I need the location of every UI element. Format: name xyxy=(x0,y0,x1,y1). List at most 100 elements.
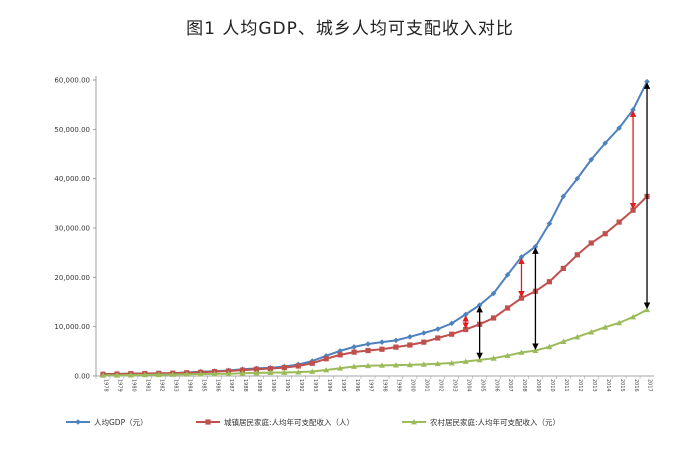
x-tick-label: 1995 xyxy=(340,379,346,392)
series-line xyxy=(102,195,648,376)
x-tick-label: 1994 xyxy=(326,379,332,392)
data-point xyxy=(392,362,399,368)
x-tick-label: 1979 xyxy=(117,379,123,392)
data-point xyxy=(365,347,371,354)
data-point xyxy=(337,352,343,358)
x-tick-label: 2014 xyxy=(605,379,611,392)
y-tick-label: 60,000.00 xyxy=(54,77,90,85)
data-point xyxy=(588,329,595,335)
x-tick-label: 2005 xyxy=(479,379,485,392)
data-point xyxy=(602,231,608,237)
data-point xyxy=(434,326,441,332)
data-point xyxy=(99,372,106,378)
x-tick-label: 1981 xyxy=(145,379,151,392)
series-2 xyxy=(100,193,650,377)
data-point xyxy=(281,365,287,371)
data-point xyxy=(127,372,134,378)
data-point xyxy=(602,140,608,146)
x-tick-label: 1999 xyxy=(396,379,402,392)
data-point xyxy=(267,365,273,372)
data-point xyxy=(323,356,329,362)
data-point xyxy=(462,358,469,364)
x-tick-label: 2006 xyxy=(493,379,499,392)
legend-label: 人均GDP（元） xyxy=(94,417,148,427)
x-tick-label: 2003 xyxy=(451,379,457,392)
chart-title: 图1 人均GDP、城乡人均可支配收入对比 xyxy=(186,19,514,39)
x-tick-label: 2016 xyxy=(633,379,639,392)
data-point xyxy=(435,335,441,341)
data-point xyxy=(420,361,427,367)
data-point xyxy=(393,337,399,344)
data-point xyxy=(630,313,637,320)
y-tick-label: 40,000.00 xyxy=(54,175,90,183)
data-point xyxy=(560,265,566,272)
data-point xyxy=(141,371,148,378)
data-point xyxy=(546,279,552,285)
x-tick-label: 1985 xyxy=(200,379,206,392)
x-tick-label: 1992 xyxy=(298,379,304,392)
data-point xyxy=(462,311,469,318)
data-point xyxy=(504,305,511,311)
x-tick-label: 1982 xyxy=(158,379,164,392)
legend-marker xyxy=(205,419,211,425)
data-point xyxy=(588,240,594,246)
data-point xyxy=(281,369,288,375)
data-point xyxy=(351,363,358,369)
x-tick-label: 1997 xyxy=(368,379,374,392)
legend-label: 城镇居民家庭:人均年可支配收入（人） xyxy=(224,417,354,427)
series-3 xyxy=(99,306,651,378)
data-point xyxy=(574,333,581,340)
legend-item: 人均GDP（元） xyxy=(66,417,148,427)
data-point xyxy=(421,330,427,336)
x-tick-label: 1988 xyxy=(242,379,248,392)
data-point xyxy=(253,366,260,372)
data-point xyxy=(463,326,469,333)
data-point xyxy=(504,352,511,358)
legend-item: 城镇居民家庭:人均年可支配收入（人） xyxy=(196,417,354,427)
x-tick-label: 1984 xyxy=(186,379,192,392)
x-tick-label: 2009 xyxy=(535,379,541,392)
data-point xyxy=(616,125,622,131)
annotation-layer xyxy=(462,82,651,360)
data-point xyxy=(407,334,413,340)
data-point xyxy=(113,372,120,378)
legend-marker xyxy=(75,419,81,425)
data-point xyxy=(365,341,371,347)
data-point xyxy=(351,349,357,355)
legend-marker xyxy=(411,419,417,425)
x-tick-label: 2008 xyxy=(521,379,527,392)
y-tick-label: 0.00 xyxy=(74,373,90,381)
data-point xyxy=(267,369,274,376)
data-point xyxy=(253,370,260,376)
data-point xyxy=(295,363,301,369)
data-point xyxy=(183,371,190,377)
data-point xyxy=(309,360,315,366)
x-tick-label: 2013 xyxy=(591,379,597,392)
axes-layer: 0.00 10,000.00 20,000.00 30,000.00 40,000.00… xyxy=(54,76,654,392)
data-point xyxy=(560,193,567,200)
x-tick-label: 2012 xyxy=(577,379,583,392)
data-point xyxy=(616,319,623,326)
data-point xyxy=(490,290,497,297)
data-point xyxy=(197,371,204,377)
data-point xyxy=(211,370,218,377)
data-point xyxy=(476,356,483,363)
x-tick-label: 1989 xyxy=(256,379,262,392)
x-tick-label: 2011 xyxy=(563,379,569,392)
x-tick-label: 2000 xyxy=(410,379,416,392)
data-point xyxy=(574,252,580,258)
data-point xyxy=(518,295,525,301)
series-layer xyxy=(99,78,651,378)
data-point xyxy=(309,368,316,374)
data-point xyxy=(155,371,162,378)
x-tick-label: 1990 xyxy=(270,379,276,392)
data-point xyxy=(546,343,553,350)
data-point xyxy=(504,272,511,278)
x-tick-label: 1987 xyxy=(228,379,234,392)
y-tick-label: 50,000.00 xyxy=(54,126,90,134)
x-tick-label: 1993 xyxy=(312,379,318,392)
data-point xyxy=(393,344,399,350)
data-point xyxy=(379,339,385,345)
data-point xyxy=(518,349,525,355)
data-point xyxy=(169,371,176,377)
